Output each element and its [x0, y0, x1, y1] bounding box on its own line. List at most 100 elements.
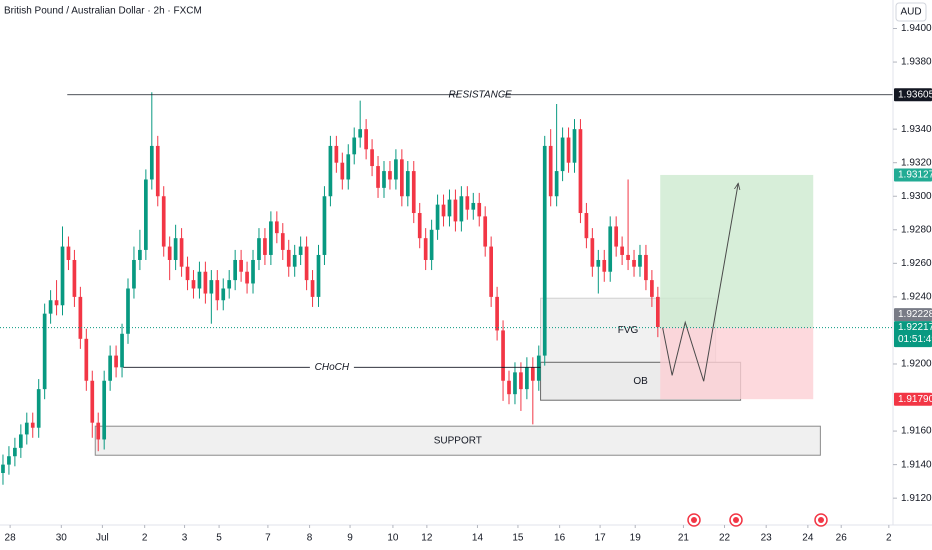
x-tick-label: 16 [554, 533, 566, 544]
candle-body [269, 221, 273, 255]
price-label-bg [894, 308, 932, 322]
price-label-bg [894, 392, 932, 406]
candle-body [400, 159, 404, 197]
candle-body [388, 171, 392, 180]
x-tick-label: 2 [886, 533, 892, 544]
candle-body [72, 259, 77, 297]
candle-body [185, 266, 190, 281]
candle-body [251, 259, 255, 284]
candle-body [221, 288, 226, 301]
candle-body [155, 145, 160, 197]
price-label: 1.91790 [898, 394, 932, 405]
candle-body [501, 330, 505, 381]
candle-body [108, 355, 112, 381]
candle-body [60, 246, 65, 306]
candle-body [632, 259, 636, 267]
candle-body [465, 196, 470, 210]
level-label-bg [458, 88, 503, 101]
y-tick-label: 1.91600 [901, 426, 932, 437]
chart-title: British Pound / Australian Dollar · 2h ·… [4, 6, 202, 17]
candle-body [280, 233, 285, 250]
price-label: 1.93127 [898, 170, 932, 181]
candle-body [566, 137, 571, 163]
event-icon-dot [818, 517, 824, 523]
y-tick-label: 1.91400 [901, 459, 932, 470]
candle-body [548, 145, 553, 197]
candle-body [84, 338, 89, 381]
candle-body [471, 202, 476, 210]
candle-body [340, 162, 345, 180]
candle-body [18, 434, 23, 448]
currency: AUD [900, 7, 921, 18]
candle-body [423, 238, 428, 260]
candle-body [584, 213, 589, 239]
candle-body [638, 254, 642, 267]
candle-body [453, 199, 458, 222]
candle-body [149, 145, 154, 180]
candle-body [167, 246, 172, 260]
x-tick-label: 19 [630, 533, 642, 544]
candle-body [525, 367, 529, 390]
currency-box[interactable] [895, 2, 927, 22]
candle-body [13, 447, 17, 457]
zone-label: SUPPORT [434, 435, 482, 446]
zone [660, 174, 814, 328]
price-label-bg [894, 88, 932, 102]
candle-body [554, 171, 559, 197]
y-tick-label: 1.92600 [901, 258, 932, 269]
price-label: 1.92217 [898, 322, 932, 333]
candle-body [507, 380, 511, 395]
x-tick-label: 5 [216, 533, 222, 544]
candle-body [203, 271, 208, 294]
zone [660, 327, 814, 400]
candle-body [66, 246, 71, 260]
candle-body [90, 380, 95, 423]
price-label-bg [894, 168, 932, 182]
event-icons[interactable] [687, 513, 828, 527]
candle-body [536, 355, 541, 381]
candle-body [197, 271, 202, 289]
candle-body [405, 171, 410, 197]
zone [94, 425, 821, 456]
candle-body [36, 389, 41, 428]
candle-body [608, 226, 613, 272]
candle-body [78, 296, 83, 339]
candle-body [161, 196, 166, 247]
price-label: 1.92228 [898, 309, 932, 320]
candle-body [602, 259, 607, 272]
candle-body [334, 145, 339, 163]
candle-body [209, 280, 214, 294]
candle-body [370, 149, 374, 167]
candle-body [144, 179, 148, 250]
x-tick-label: 30 [56, 533, 68, 544]
candle-body [310, 280, 315, 297]
candle-body [126, 288, 130, 334]
candle-body [655, 296, 660, 328]
x-tick-label: 9 [347, 533, 353, 544]
candle-body [352, 137, 357, 155]
candle-body [191, 280, 196, 289]
candle-body [54, 300, 59, 306]
event-icon-dot [733, 517, 739, 523]
y-tick-label: 1.91200 [901, 493, 932, 504]
candle-body [102, 380, 107, 440]
level-label: CHoCH [315, 362, 350, 373]
price-label-bg [894, 321, 932, 348]
candle-body [120, 333, 124, 368]
candle-body [138, 249, 142, 260]
x-tick-label: Jul [96, 533, 109, 544]
candle-body [346, 154, 351, 180]
candle-body [227, 280, 232, 289]
candle-body [114, 355, 118, 368]
y-tick-label: 1.93800 [901, 57, 932, 68]
candle-body [132, 259, 136, 289]
x-tick-label: 14 [472, 533, 484, 544]
candle-body [263, 238, 267, 255]
candle-body [650, 280, 654, 297]
x-tick-label: 2 [142, 533, 148, 544]
candle-body [572, 129, 577, 163]
y-tick-label: 1.92400 [901, 292, 932, 303]
level-label: RESISTANCE [449, 89, 512, 100]
candle-body [1, 464, 5, 474]
